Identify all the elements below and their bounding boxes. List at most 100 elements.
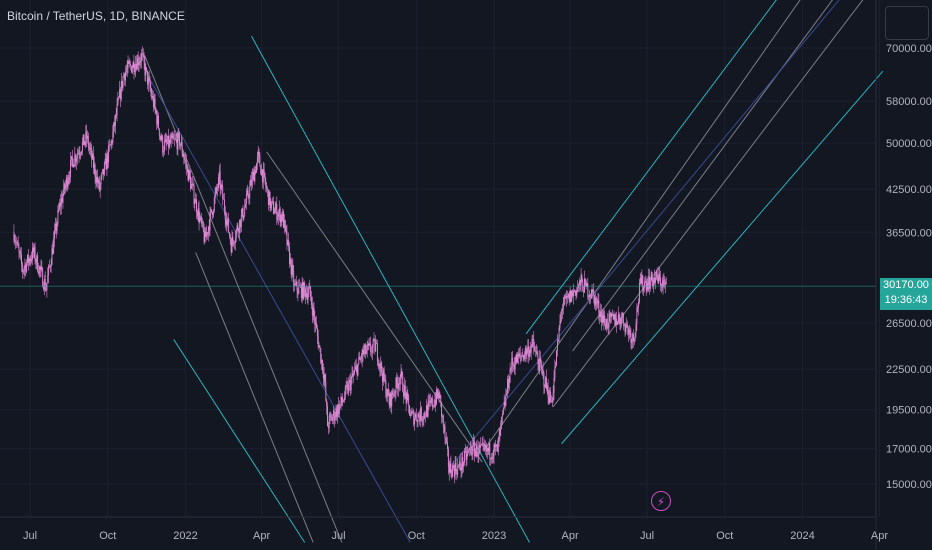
candle-body (341, 396, 343, 403)
time-tick-label: Oct (99, 530, 116, 542)
candle-body (185, 161, 187, 168)
candle-body (527, 346, 529, 350)
candle-body (157, 115, 159, 125)
candle-body (442, 415, 443, 417)
candle-body (119, 89, 121, 98)
candle-body (548, 397, 550, 403)
candle-body (274, 209, 276, 214)
candle-body (498, 435, 500, 439)
candle-body (354, 366, 356, 370)
candle-body (169, 140, 171, 143)
candle-body (381, 362, 383, 373)
candle-body (212, 212, 214, 215)
price-tick-label: 70000.00 (886, 43, 932, 55)
candle-body (418, 413, 420, 417)
channel-line-outer (173, 339, 306, 543)
price-axis[interactable]: 15000.00 17000.00 19500.00 22500.00 26500.00… (875, 0, 932, 550)
candle-body (273, 213, 275, 214)
candle-body (343, 400, 345, 402)
candle-body (573, 290, 574, 297)
candle-body (306, 293, 308, 300)
candle-body (60, 198, 62, 207)
candle-body (207, 226, 209, 235)
candle-body (487, 448, 489, 452)
candle-body (439, 395, 441, 399)
time-tick-label: Oct (408, 530, 425, 542)
candle-body (103, 168, 104, 175)
candle-body (136, 63, 137, 70)
candle-body (337, 404, 339, 417)
candle-body (345, 386, 347, 388)
candle-body (21, 254, 22, 265)
candle-body (510, 368, 512, 370)
price-tick-label: 17000.00 (886, 444, 932, 456)
candle-body (237, 225, 239, 230)
candle-body (617, 314, 619, 323)
candle-body (524, 347, 526, 356)
candle-body (255, 169, 257, 173)
candle-body (307, 294, 309, 300)
candle-body (630, 333, 632, 343)
symbol-title[interactable]: Bitcoin / TetherUS, 1D, BINANCE (7, 9, 185, 23)
candle-body (598, 300, 600, 314)
candle-body (344, 386, 346, 398)
candle-body (182, 153, 184, 157)
candle-body (644, 281, 645, 288)
candle-body (150, 88, 152, 93)
candle-body (18, 247, 20, 252)
candle-body (518, 353, 520, 357)
candle-body (649, 276, 650, 289)
candle-body (604, 315, 606, 325)
candle-body (649, 280, 651, 289)
candle-body (555, 365, 557, 367)
candle-body (623, 323, 625, 326)
candle-body (221, 185, 223, 187)
candle-body (199, 217, 201, 223)
candle-body (261, 169, 263, 183)
candle-body (204, 231, 206, 243)
candle-body (354, 369, 356, 374)
candle-body (519, 353, 521, 356)
candle-body (589, 294, 591, 297)
candle-body (327, 406, 328, 427)
candle-body (516, 354, 518, 364)
candle-body (580, 275, 582, 286)
candle-body (470, 447, 472, 454)
candle-body (618, 314, 620, 319)
candle-body (283, 220, 285, 228)
candle-body (426, 405, 428, 417)
candle-body (334, 416, 336, 421)
candle-body (107, 154, 109, 163)
candle-body (160, 136, 162, 140)
time-axis[interactable]: Jul Oct 2022 Apr Jul Oct 2023 Apr Jul Oct 2024 Apr (0, 516, 888, 542)
candle-body (156, 112, 158, 125)
candle-body (553, 378, 555, 393)
candle-body (365, 350, 367, 354)
candle-body (419, 416, 421, 421)
candle-body (165, 138, 167, 143)
price-tick-label: 58000.00 (886, 96, 932, 108)
candle-body (288, 239, 290, 247)
candle-body (32, 247, 34, 253)
candle-body (586, 283, 588, 287)
candle-body (378, 363, 380, 366)
candle-body (384, 379, 386, 381)
candle-body (331, 416, 333, 421)
candle-body (387, 389, 389, 397)
candle-body (159, 135, 161, 137)
candle-body (458, 465, 459, 467)
chart-settings-button[interactable] (885, 6, 929, 40)
candle-body (512, 357, 514, 365)
candle-body (289, 246, 290, 265)
candle-body (432, 405, 434, 407)
candle-body (479, 445, 481, 448)
candle-body (606, 319, 608, 328)
candle-body (610, 313, 612, 317)
candle-body (619, 318, 621, 325)
candle-body (267, 189, 269, 205)
candle-body (259, 155, 261, 167)
candle-body (27, 254, 29, 263)
flash-icon[interactable]: ⚡ (651, 491, 671, 511)
candle-body (410, 413, 412, 416)
